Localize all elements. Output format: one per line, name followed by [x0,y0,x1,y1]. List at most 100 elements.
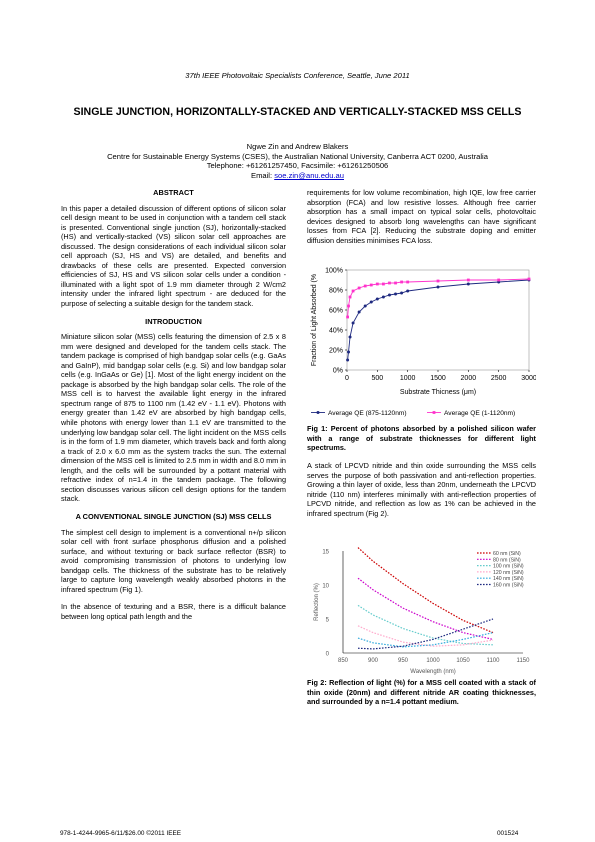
data-point [497,278,501,282]
series-line [357,618,494,650]
abstract-heading: ABSTRACT [153,188,194,197]
data-point [369,300,373,304]
conventional-paragraph-1: The simplest cell design to implement is… [61,527,286,594]
y-tick-label: 80% [329,288,343,295]
data-point [347,304,350,308]
legend-marker [432,411,436,414]
data-point [387,293,391,297]
right-paragraph-mid: A stack of LPCVD nitride and thin oxide … [307,461,536,518]
series-line [357,625,494,647]
x-axis-label: Wavelength (nm) [410,669,455,675]
legend-marker [316,411,320,414]
right-paragraph-mid-block: A stack of LPCVD nitride and thin oxide … [307,461,536,526]
data-point [351,321,355,325]
x-tick-label: 1050 [456,658,470,664]
data-point [527,277,531,281]
figure-1-caption-block: Fig 1: Percent of photons absorbed by a … [307,424,536,461]
data-point [388,281,391,285]
data-point [375,297,379,301]
figure-2-caption-block: Fig 2: Reflection of light (%) for a MSS… [307,678,536,715]
right-column-top: requirements for low volume recombinatio… [307,188,536,253]
data-point [363,304,367,308]
y-tick-label: 5 [326,618,330,624]
data-point [375,282,379,286]
data-point [357,310,361,314]
affiliation: Centre for Sustainable Energy Systems (C… [107,151,488,161]
x-tick-label: 1000 [400,375,416,382]
left-column: ABSTRACT In this paper a detailed discus… [61,188,286,629]
plot-area [346,269,530,371]
legend-label: 140 nm (SiN) [493,576,524,582]
data-point [406,280,410,284]
data-point [369,283,373,287]
series-line [357,632,494,648]
x-tick-label: 1100 [487,658,501,664]
conventional-paragraph-2: In the absence of texturing and a BSR, t… [61,602,286,621]
series-line [357,547,494,634]
data-point [348,295,352,299]
legend-label: 100 nm (SiN) [493,564,524,570]
y-tick-label: 100% [325,268,343,275]
data-point [346,358,350,362]
author-block: Ngwe Zin and Andrew Blakers Centre for S… [0,142,595,180]
data-point [400,291,404,295]
data-point [381,295,385,299]
x-tick-label: 0 [345,375,349,382]
data-point [357,286,361,290]
y-axis-label: Reflection (%) [314,583,320,621]
figure-1-chart: 0% 20% 40% 60% 80% 100% 0 500 1000 1500 2000 2500 30… [311,268,536,417]
y-tick-label: 0% [333,368,343,375]
data-point [394,281,397,285]
y-tick-label: 40% [329,328,343,335]
introduction-heading: INTRODUCTION [145,316,202,326]
email-label: Email: [251,170,275,180]
email-line: Email: soe.zin@anu.edu.au [0,171,595,181]
email-link[interactable]: soe.zin@anu.edu.au [274,170,344,180]
x-tick-label: 1150 [517,658,531,664]
data-point [436,279,440,283]
legend-label: 60 nm (SiN) [493,551,521,557]
legend-label: Average QE (875-1120nm) [328,410,407,417]
data-point [394,292,398,296]
x-tick-label: 850 [338,658,349,664]
data-point [351,289,355,293]
series-line [347,278,530,318]
series-line [357,604,494,646]
data-point [346,315,350,319]
legend-label: Average QE (1-1120nm) [444,410,515,417]
y-tick-label: 15 [322,550,329,556]
x-tick-label: 900 [368,658,379,664]
x-tick-label: 2000 [461,375,477,382]
y-axis-label: Fraction of Light Absorbed (% [311,274,318,366]
footer-isbn: 978-1-4244-9965-6/11/$26.00 ©2011 IEEE [60,830,182,837]
data-point [363,284,367,288]
contact: Telephone: +61261257450, Facsimile: +612… [206,161,389,171]
authors: Ngwe Zin and Andrew Blakers [246,142,349,151]
data-point [348,335,352,339]
footer-page-number: 001524 [497,830,519,837]
x-tick-label: 2500 [491,375,507,382]
data-point [347,350,351,354]
data-point [466,282,470,286]
right-paragraph-top: requirements for low volume recombinatio… [307,188,536,245]
data-point [382,282,385,286]
x-axis-label: Substrate Thicness (μm) [400,389,476,396]
data-point [436,285,440,289]
y-tick-label: 10 [322,584,329,590]
abstract-text: In this paper a detailed discussion of d… [61,203,286,309]
x-tick-label: 3000 [521,375,536,382]
x-tick-label: 950 [398,658,409,664]
legend-label: 80 nm (SiN) [493,557,521,563]
x-tick-label: 1000 [426,658,440,664]
series-line [357,577,494,640]
data-point [406,289,410,293]
x-tick-label: 1500 [430,375,446,382]
y-tick-label: 0 [326,652,330,658]
figure-2-chart: 0 5 10 15 850 900 950 1000 1050 1100 1150 Wavelengt… [314,547,531,675]
paper-title: SINGLE JUNCTION, HORIZONTALLY-STACKED AN… [73,106,522,118]
legend-label: 120 nm (SiN) [493,570,524,576]
legend-label: 160 nm (SiN) [493,583,524,589]
x-tick-label: 500 [371,375,383,382]
y-tick-label: 60% [329,308,343,315]
series-line [347,279,530,361]
